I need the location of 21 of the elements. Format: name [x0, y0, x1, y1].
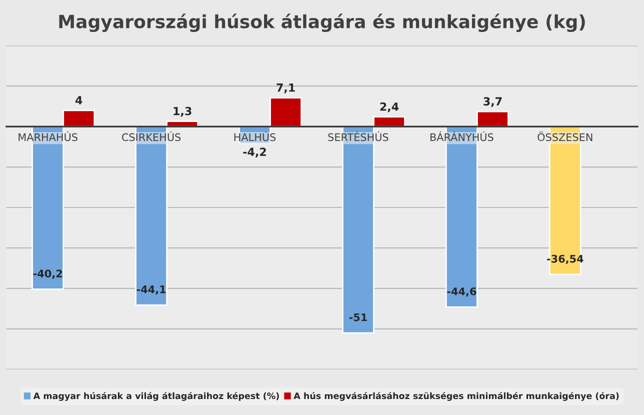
bar [62, 110, 96, 128]
legend-label: A magyar húsárak a világ átlagáraihoz képest (%) [33, 392, 279, 401]
data-label: 3,7 [484, 97, 502, 107]
data-label: 4 [76, 96, 82, 104]
data-label: -44,6 [447, 287, 476, 297]
x-tick-label: CSIRKEHÚS [122, 131, 181, 142]
x-tick-label: BÁRÁNYHÚS [430, 131, 494, 142]
data-label: 2,4 [380, 102, 399, 112]
data-label: -4,2 [243, 148, 266, 158]
legend-label: A hús megvásárlásához szükséges minimálbér munkaigénye (óra) [294, 392, 619, 401]
data-label: -51 [349, 313, 367, 322]
x-tick-label: SERTÉSHÚS [328, 131, 388, 142]
bar [270, 97, 302, 128]
data-label: 1,3 [174, 106, 192, 117]
data-label: -40,2 [33, 270, 62, 279]
x-tick-label: MARHAHÚS [18, 131, 78, 142]
data-label: 7,1 [276, 84, 295, 94]
x-tick-label: ÖSSZESEN [538, 131, 592, 142]
x-tick-label: HALHÚS [234, 131, 276, 142]
data-label: -44,1 [136, 286, 166, 295]
chart-title: Magyarországi húsok átlagára és munkaigénye (kg) [59, 14, 585, 32]
